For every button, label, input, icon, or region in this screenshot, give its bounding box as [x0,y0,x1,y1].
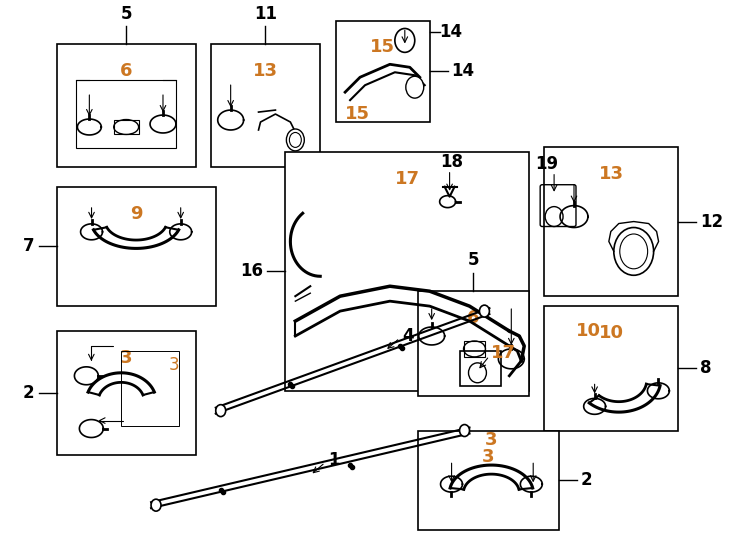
Text: 2: 2 [23,384,34,402]
Text: 3: 3 [168,356,179,374]
Text: 3: 3 [485,431,498,449]
Bar [57,187,216,306]
Bar [76,80,176,148]
Text: 17: 17 [491,344,517,362]
Bar [121,351,179,426]
Bar [418,291,529,396]
Bar [286,152,529,391]
Text: 3: 3 [482,448,495,467]
Text: 15: 15 [371,38,396,56]
Text: 5: 5 [120,4,132,23]
Text: 17: 17 [395,170,420,188]
Bar [544,147,678,296]
Bar [57,331,196,455]
Bar [211,44,320,167]
Text: 6: 6 [120,62,132,80]
Ellipse shape [406,76,424,98]
Text: 4: 4 [401,327,413,345]
Text: 15: 15 [345,105,370,123]
Text: 19: 19 [536,155,559,173]
Ellipse shape [286,129,305,151]
Ellipse shape [459,424,470,436]
Text: 11: 11 [254,4,277,23]
Text: 13: 13 [253,62,278,80]
Text: 14: 14 [451,62,475,80]
Bar [544,306,678,430]
Text: 13: 13 [599,165,624,183]
Ellipse shape [151,499,161,511]
Text: 3: 3 [120,349,132,367]
Text: 14: 14 [440,23,462,42]
Bar [115,120,139,134]
Text: 18: 18 [440,153,463,171]
Text: 16: 16 [241,262,264,280]
Text: 10: 10 [599,324,624,342]
Text: 1: 1 [328,451,340,469]
Bar [57,44,196,167]
Text: 6: 6 [468,309,480,327]
Bar [459,351,501,386]
Bar [336,21,429,122]
Bar [418,430,559,530]
Bar [464,341,485,357]
Text: 2: 2 [581,471,592,489]
Ellipse shape [479,305,490,317]
Text: 5: 5 [468,251,479,269]
Text: 9: 9 [130,205,142,222]
Text: 7: 7 [23,238,34,255]
Text: 10: 10 [576,322,601,340]
Text: 12: 12 [700,213,724,231]
Text: 8: 8 [700,359,712,377]
Ellipse shape [216,404,225,416]
